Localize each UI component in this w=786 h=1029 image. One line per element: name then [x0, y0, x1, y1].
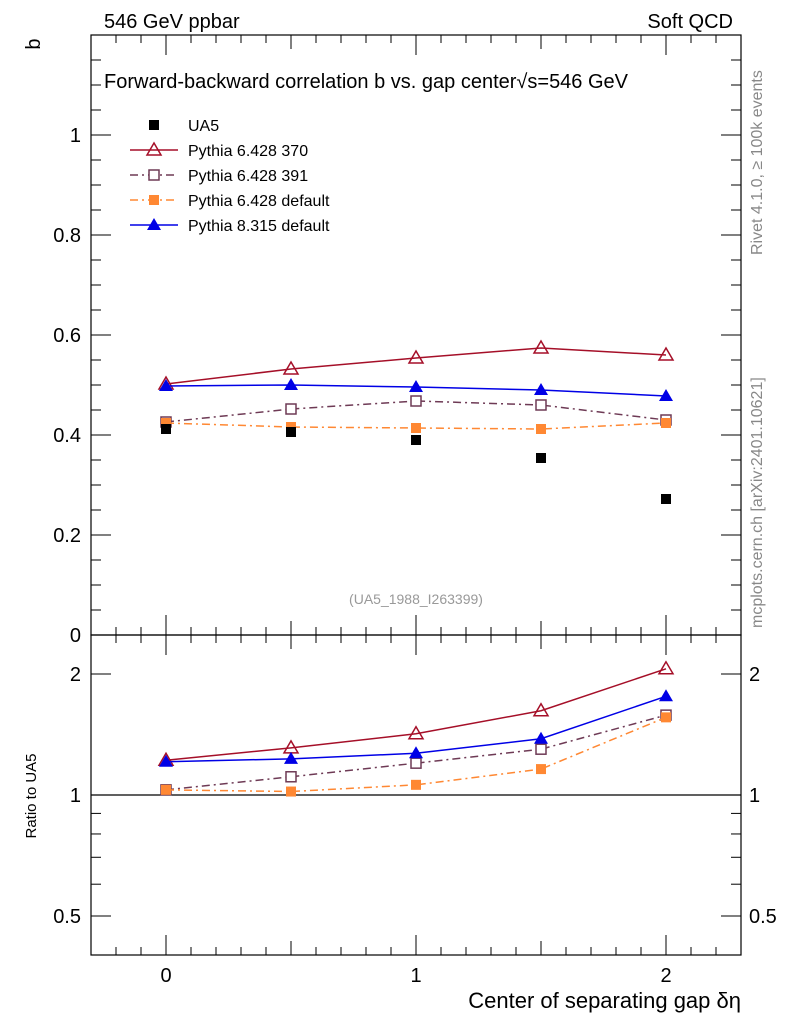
legend-label: Pythia 8.315 default — [188, 218, 330, 235]
analysis-annotation: (UA5_1988_I263399) — [349, 591, 483, 607]
ratio-y-tick-label-right: 2 — [749, 664, 760, 686]
ratio-point — [534, 731, 548, 744]
ratio-series-pythia-6-428-370 — [157, 660, 675, 767]
plot-title-main: Forward-backward correlation b vs. gap c… — [104, 71, 517, 93]
legend-item: Pythia 6.428 391 — [130, 168, 308, 185]
ratio-point — [284, 751, 298, 764]
legend-label: Pythia 6.428 370 — [188, 143, 308, 160]
data-point — [657, 346, 675, 361]
ratio-line — [165, 716, 667, 793]
ratio-y-tick-label: 1 — [70, 785, 81, 807]
legend-marker — [148, 169, 160, 181]
header-left: 546 GeV ppbar — [104, 11, 240, 33]
ratio-y-tick-label-right: 0.5 — [749, 906, 777, 928]
ratio-point — [657, 660, 675, 675]
data-point — [532, 339, 550, 354]
legend: UA5 Pythia 6.428 370 Pythia 6.428 391 Pythi… — [130, 118, 330, 235]
legend-label: UA5 — [188, 118, 219, 135]
legend-item: Pythia 6.428 default — [130, 193, 330, 210]
ratio-point — [661, 712, 671, 723]
data-point — [411, 423, 421, 433]
data-point — [410, 395, 422, 407]
data-point — [161, 418, 171, 428]
data-point — [661, 494, 671, 504]
legend-item: Pythia 6.428 370 — [130, 141, 308, 160]
y-tick-label: 0 — [70, 625, 81, 647]
x-tick-label: 0 — [160, 965, 171, 987]
ratio-point — [659, 689, 673, 702]
ratio-y-tick-label-right: 1 — [749, 785, 760, 807]
data-point — [159, 379, 173, 391]
y-tick-label: 0.8 — [53, 225, 81, 247]
header-right: Soft QCD — [647, 11, 733, 33]
data-point — [661, 418, 671, 428]
series-line — [165, 422, 667, 430]
x-tick-label: 2 — [660, 965, 671, 987]
data-point — [285, 403, 297, 415]
ratio-point — [286, 786, 296, 797]
ratio-point — [535, 743, 547, 755]
ratio-y-tick-label: 0.5 — [53, 906, 81, 928]
plot-title: Forward-backward correlation b vs. gap c… — [104, 71, 629, 93]
y-axis-label: b — [23, 38, 45, 49]
data-point — [284, 378, 298, 390]
y-tick-label: 0.6 — [53, 325, 81, 347]
data-point — [411, 435, 421, 445]
ratio-point — [409, 746, 423, 759]
legend-label: Pythia 6.428 default — [188, 193, 330, 210]
data-point — [286, 427, 296, 437]
y-tick-label: 0.2 — [53, 525, 81, 547]
series-pythia-6-428-391 — [160, 395, 672, 428]
ratio-y-tick-label: 2 — [70, 664, 81, 686]
x-tick-label: 1 — [410, 965, 421, 987]
data-point — [536, 453, 546, 463]
series-pythia-8-315-default — [159, 378, 673, 401]
data-point — [659, 389, 673, 401]
ratio-point — [532, 702, 550, 717]
ratio-point — [159, 754, 173, 767]
ratio-series-pythia-8-315-default — [159, 689, 673, 767]
data-point — [409, 380, 423, 392]
series-ua5 — [161, 424, 671, 504]
ratio-line — [165, 714, 667, 791]
data-point — [407, 349, 425, 364]
side-text-bottom: mcplots.cern.ch [arXiv:2401.10621] — [749, 377, 766, 628]
ratio-series-pythia-6-428-default — [161, 712, 671, 797]
plot-title-energy: √s=546 GeV — [516, 71, 628, 93]
legend-marker — [149, 120, 159, 130]
data-point — [536, 424, 546, 434]
series-line — [165, 400, 667, 423]
ratio-point — [536, 764, 546, 775]
ratio-point — [285, 771, 297, 783]
data-point — [161, 424, 171, 434]
legend-item: UA5 — [149, 118, 219, 135]
x-axis-label: Center of separating gap δη — [468, 988, 741, 1013]
legend-marker — [147, 218, 161, 230]
data-point — [535, 399, 547, 411]
y-tick-label: 1 — [70, 125, 81, 147]
legend-marker — [145, 141, 163, 156]
ratio-point — [407, 725, 425, 740]
ratio-line — [165, 668, 667, 762]
legend-label: Pythia 6.428 391 — [188, 168, 308, 185]
data-point — [282, 360, 300, 375]
side-text-top: Rivet 4.1.0, ≥ 100k events — [749, 70, 766, 255]
legend-marker — [149, 195, 159, 205]
ratio-point — [410, 757, 422, 769]
series-line — [165, 347, 667, 385]
ratio-y-label: Ratio to UA5 — [23, 753, 40, 838]
ratio-point — [161, 784, 171, 795]
data-point — [534, 383, 548, 395]
legend-item: Pythia 8.315 default — [130, 218, 330, 235]
ratio-point — [411, 779, 421, 790]
series-pythia-6-428-default — [161, 418, 671, 434]
y-tick-label: 0.4 — [53, 425, 81, 447]
